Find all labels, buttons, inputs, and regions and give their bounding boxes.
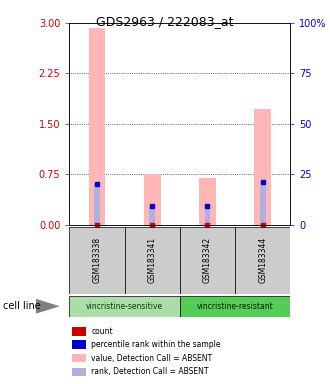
Bar <box>72 354 86 362</box>
Bar <box>72 368 86 376</box>
Bar <box>260 182 266 225</box>
Text: rank, Detection Call = ABSENT: rank, Detection Call = ABSENT <box>91 367 209 376</box>
Bar <box>254 109 271 225</box>
Bar <box>180 296 290 317</box>
Bar <box>199 178 216 225</box>
Text: GSM183338: GSM183338 <box>92 237 101 283</box>
Polygon shape <box>36 299 60 314</box>
Text: GSM183344: GSM183344 <box>258 237 267 283</box>
Text: GSM183342: GSM183342 <box>203 237 212 283</box>
Text: count: count <box>91 327 113 336</box>
Text: GDS2963 / 222083_at: GDS2963 / 222083_at <box>96 15 234 28</box>
Text: vincristine-resistant: vincristine-resistant <box>197 302 274 311</box>
Bar <box>235 227 290 294</box>
Bar <box>72 327 86 336</box>
Bar <box>205 206 210 225</box>
Bar <box>94 184 100 225</box>
Bar <box>89 28 105 225</box>
Text: cell line: cell line <box>3 301 41 311</box>
Bar <box>180 227 235 294</box>
Text: percentile rank within the sample: percentile rank within the sample <box>91 340 221 349</box>
Text: GSM183341: GSM183341 <box>148 237 157 283</box>
Bar <box>144 174 160 225</box>
Text: vincristine-sensitive: vincristine-sensitive <box>86 302 163 311</box>
Bar <box>69 227 124 294</box>
Bar <box>124 227 180 294</box>
Bar <box>149 207 155 225</box>
Bar <box>69 296 180 317</box>
Text: value, Detection Call = ABSENT: value, Detection Call = ABSENT <box>91 354 212 363</box>
Bar <box>72 340 86 349</box>
